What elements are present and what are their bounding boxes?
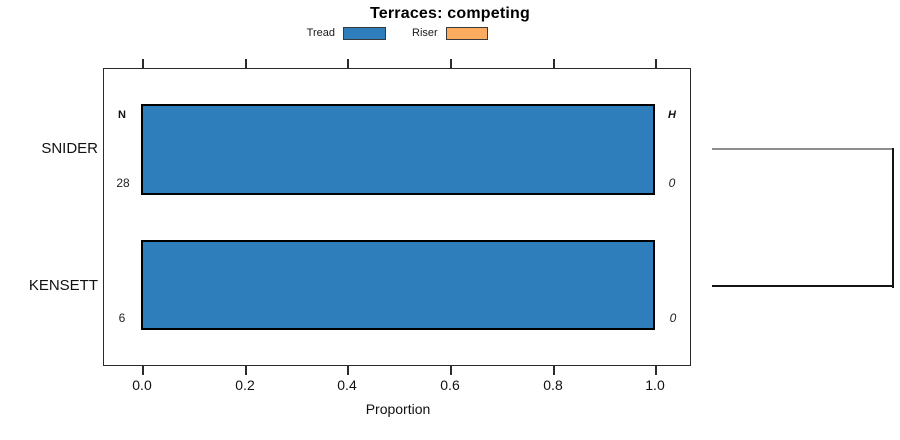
column-header-h: H bbox=[668, 109, 676, 121]
x-tick-label: 0.0 bbox=[132, 377, 152, 393]
bar-snider-tread bbox=[141, 104, 655, 195]
x-tick-label: 0.4 bbox=[337, 377, 357, 393]
x-axis-bottom-tick bbox=[553, 366, 555, 375]
x-tick-label: 0.6 bbox=[440, 377, 460, 393]
bracket-bottom-line bbox=[712, 285, 894, 287]
legend-swatch-riser bbox=[446, 27, 488, 40]
x-axis-bottom-tick bbox=[450, 366, 452, 375]
x-axis-top-tick bbox=[553, 59, 555, 68]
x-axis-top-tick bbox=[347, 59, 349, 68]
snider-n-value: 28 bbox=[116, 176, 130, 190]
x-axis-bottom-tick bbox=[347, 366, 349, 375]
x-axis-top-tick bbox=[450, 59, 452, 68]
legend-swatch-tread bbox=[343, 27, 386, 40]
bracket-vertical-line bbox=[892, 148, 894, 288]
x-axis-top-tick bbox=[245, 59, 247, 68]
row-label-snider: SNIDER bbox=[41, 140, 98, 157]
x-axis-bottom-tick bbox=[142, 366, 144, 375]
snider-h-value: 0 bbox=[668, 176, 676, 190]
bar-kensett-tread bbox=[141, 240, 655, 330]
kensett-n-value: 6 bbox=[118, 311, 126, 325]
x-tick-label: 0.2 bbox=[235, 377, 255, 393]
column-header-n: N bbox=[118, 109, 126, 121]
x-tick-label: 0.8 bbox=[543, 377, 563, 393]
x-axis-bottom-tick bbox=[245, 366, 247, 375]
x-axis-title: Proportion bbox=[365, 401, 431, 417]
legend-label-tread: Tread bbox=[306, 27, 335, 39]
legend-label-riser: Riser bbox=[412, 27, 438, 39]
bracket-top-line bbox=[712, 148, 894, 150]
x-axis-top-tick bbox=[142, 59, 144, 68]
kensett-h-value: 0 bbox=[669, 311, 677, 325]
chart-title: Terraces: competing bbox=[370, 5, 530, 22]
x-tick-label: 1.0 bbox=[645, 377, 665, 393]
x-axis-top-tick bbox=[655, 59, 657, 68]
row-label-kensett: KENSETT bbox=[28, 277, 98, 294]
x-axis-bottom-tick bbox=[655, 366, 657, 375]
